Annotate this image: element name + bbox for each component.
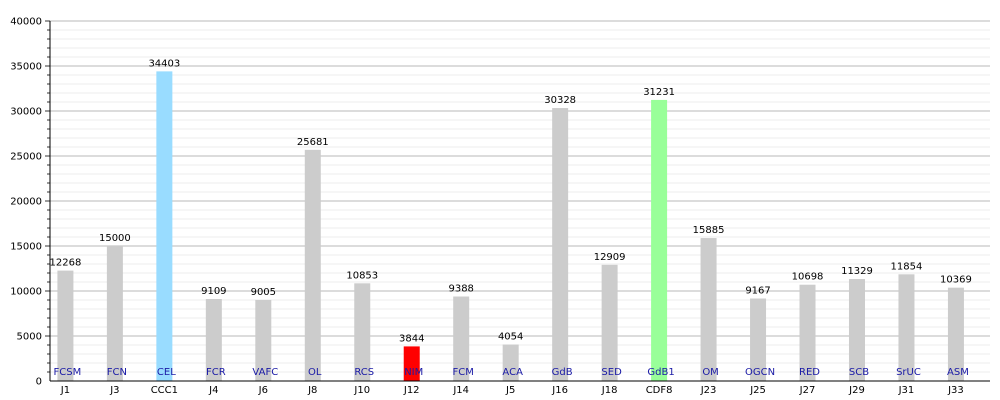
bar-abbreviation-label: SED: [601, 367, 622, 378]
bar-abbreviation-label: FCN: [107, 367, 127, 378]
y-tick-label: 40000: [10, 17, 42, 28]
x-tick-label: J6: [258, 385, 268, 396]
bar-j25: [750, 298, 767, 381]
bar-j5: [502, 344, 519, 381]
data-label: 12268: [50, 258, 82, 269]
bar-j18: [601, 264, 618, 381]
data-label: 10369: [940, 275, 972, 286]
data-label: 25681: [297, 137, 329, 148]
bar-abbreviation-label: FCSM: [54, 367, 82, 378]
bar-abbreviation-label: ASM: [947, 367, 969, 378]
bar-j3: [106, 246, 123, 381]
x-tick-label: J27: [799, 385, 816, 396]
data-label: 10698: [792, 272, 824, 283]
x-tick-label: J5: [505, 385, 515, 396]
bar-j29: [848, 279, 865, 381]
bar-abbreviation-label: ACA: [502, 367, 523, 378]
bar-ccc1: [156, 71, 173, 382]
y-tick-label: 30000: [10, 107, 42, 118]
data-label: 3844: [399, 333, 424, 344]
x-tick-label: J33: [947, 385, 964, 396]
y-tick-label: 0: [36, 377, 42, 388]
bar-abbreviation-label: OGCN: [745, 367, 775, 378]
bar-j31: [898, 274, 915, 381]
bar-j14: [453, 296, 470, 381]
y-tick-label: 10000: [10, 287, 42, 298]
x-tick-label: J29: [848, 385, 865, 396]
bar-j27: [799, 284, 816, 381]
data-label: 11329: [841, 266, 873, 277]
bar-abbreviation-label: SrUC: [896, 367, 921, 378]
data-label: 30328: [544, 95, 576, 106]
bars: [57, 71, 964, 382]
data-label: 11854: [891, 261, 923, 272]
x-tick-label: J4: [208, 385, 218, 396]
bar-abbreviation-label: SCB: [849, 367, 869, 378]
x-tick-label: J12: [403, 385, 420, 396]
y-tick-label: 5000: [17, 332, 42, 343]
bar-abbreviation-label: NIM: [404, 367, 423, 378]
bar-cdf8: [651, 99, 668, 382]
bar-abbreviation-label: OM: [702, 367, 719, 378]
bar-abbreviation-label: RED: [799, 367, 820, 378]
labels: 0 5000 10000 15000 20000 25000 30000 35000 40000…: [10, 17, 972, 397]
bar-abbreviation-label: OL: [308, 367, 322, 378]
data-label: 34403: [148, 58, 180, 69]
data-label: 15885: [693, 225, 725, 236]
x-tick-label: J1: [60, 385, 70, 396]
y-tick-label: 15000: [10, 242, 42, 253]
axes: [45, 20, 990, 382]
x-tick-label: J25: [749, 385, 766, 396]
data-label: 9109: [201, 286, 226, 297]
x-tick-label: CDF8: [646, 385, 673, 396]
bar-j10: [354, 283, 371, 381]
x-tick-label: J31: [898, 385, 915, 396]
bar-j1: [57, 270, 74, 381]
bar-j4: [205, 299, 222, 381]
bar-abbreviation-label: FCR: [206, 367, 226, 378]
data-label: 15000: [99, 233, 131, 244]
x-tick-label: J8: [307, 385, 317, 396]
x-tick-label: J16: [551, 385, 568, 396]
x-tick-label: J10: [353, 385, 370, 396]
bar-abbreviation-label: GdB: [552, 367, 573, 378]
data-label: 4054: [498, 332, 523, 343]
data-label: 12909: [594, 252, 626, 263]
x-tick-label: CCC1: [151, 385, 178, 396]
bar-j33: [947, 287, 964, 381]
y-tick-label: 25000: [10, 152, 42, 163]
bar-j16: [552, 108, 569, 381]
bar-abbreviation-label: CEL: [157, 367, 176, 378]
bar-abbreviation-label: VAFC: [252, 367, 278, 378]
bar-j12: [403, 346, 420, 381]
bar-j23: [700, 238, 717, 381]
data-label: 31231: [643, 87, 675, 98]
bar-abbreviation-label: FCM: [453, 367, 474, 378]
x-tick-label: J3: [109, 385, 119, 396]
x-tick-label: J18: [601, 385, 618, 396]
data-label: 9167: [745, 285, 770, 296]
y-tick-label: 35000: [10, 62, 42, 73]
data-label: 9388: [448, 284, 473, 295]
data-label: 10853: [346, 270, 378, 281]
x-tick-label: J14: [452, 385, 469, 396]
bar-abbreviation-label: GdB1: [647, 367, 674, 378]
bar-j8: [304, 149, 321, 381]
y-tick-label: 20000: [10, 197, 42, 208]
data-label: 9005: [251, 287, 276, 298]
bar-j6: [255, 299, 272, 381]
bar-abbreviation-label: RCS: [354, 367, 374, 378]
x-tick-label: J23: [700, 385, 717, 396]
